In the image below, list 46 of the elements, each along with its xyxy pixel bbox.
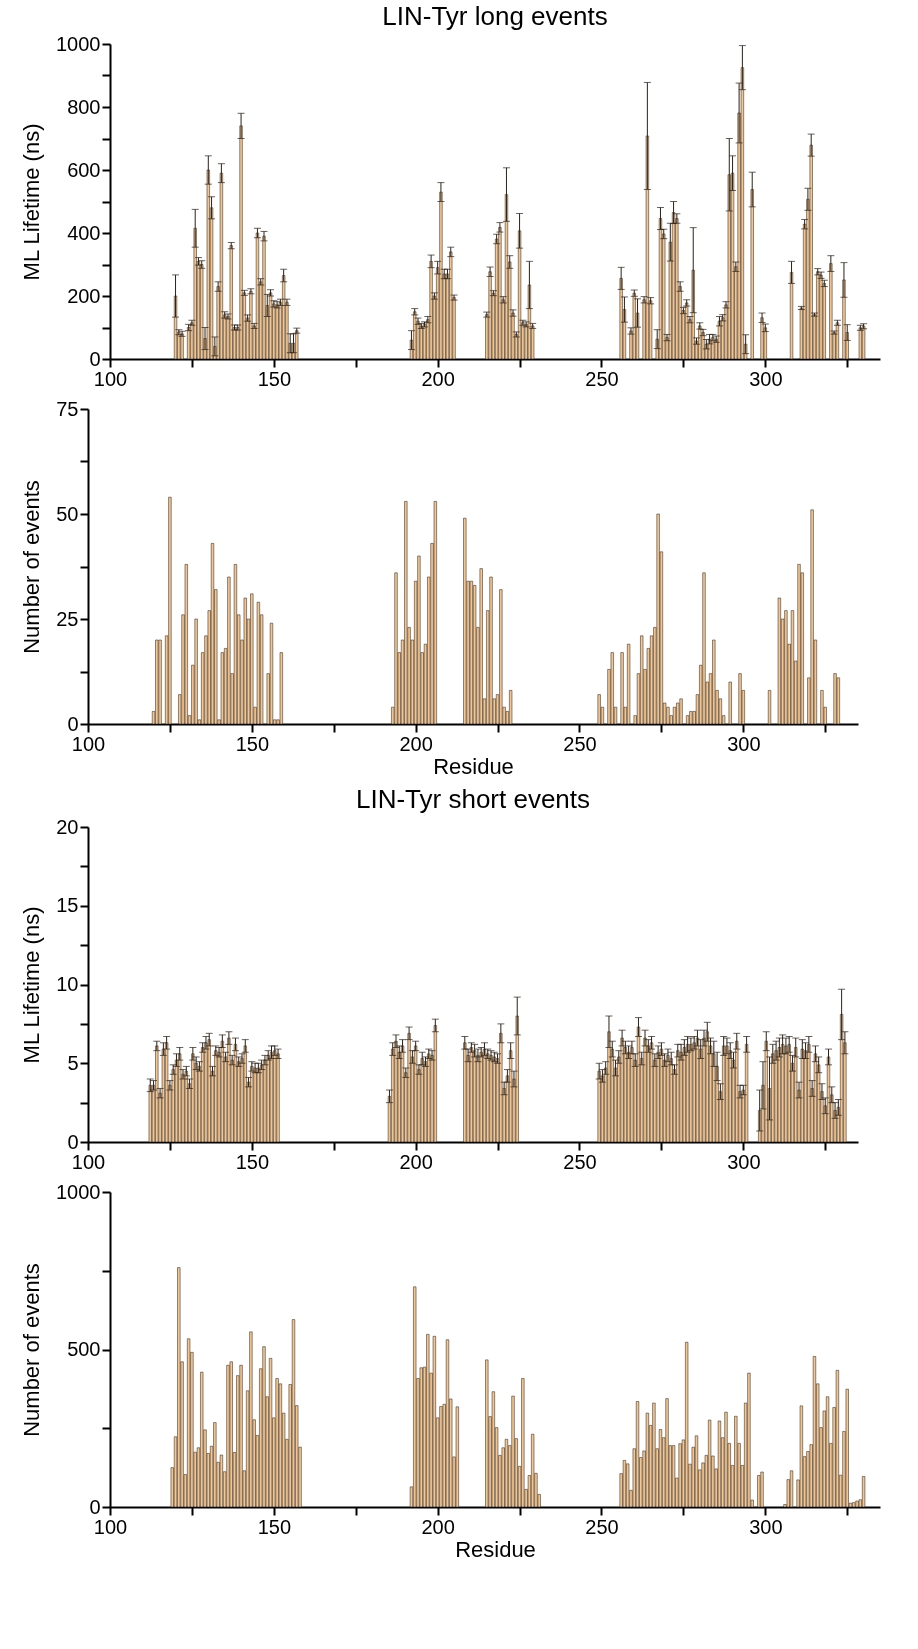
y-tick-label: 800 [67, 95, 101, 118]
x-tick-label: 100 [71, 1150, 106, 1173]
y-tick-label: 10 [56, 973, 79, 995]
y-tick-label: 200 [67, 284, 101, 307]
y-axis-title: Number of events [19, 1263, 45, 1437]
x-tick-label: 300 [749, 367, 783, 390]
y-tick-label: 1000 [56, 1180, 101, 1203]
y-tick-label: 500 [67, 1338, 101, 1360]
y-tick-label: 5 [67, 1051, 79, 1074]
y-tick-label: 20 [56, 815, 79, 838]
x-tick-label: 100 [93, 1515, 128, 1538]
y-tick-label: 0 [89, 1495, 101, 1518]
y-tick-label: 75 [56, 397, 79, 420]
chart-title: LIN-Tyr long events [382, 1, 608, 31]
y-tick-label: 1000 [56, 32, 101, 55]
x-tick-label: 200 [421, 367, 455, 390]
x-tick-label: 150 [257, 1515, 292, 1538]
y-axis-title: Number of events [19, 480, 45, 654]
x-axis-title: Residue [433, 753, 514, 779]
y-tick-label: 15 [56, 894, 79, 917]
x-tick-label: 150 [257, 367, 292, 390]
x-tick-label: 200 [421, 1515, 455, 1538]
x-tick-label: 300 [727, 1150, 761, 1173]
y-tick-label: 600 [67, 158, 101, 181]
x-tick-label: 250 [563, 1150, 597, 1173]
y-tick-label: 0 [67, 712, 79, 735]
x-tick-label: 100 [71, 732, 106, 755]
x-tick-label: 250 [585, 367, 619, 390]
x-tick-label: 250 [563, 732, 597, 755]
y-axis-title: ML Lifetime (ns) [19, 123, 45, 281]
x-tick-label: 200 [399, 1150, 433, 1173]
y-axis-title: ML Lifetime (ns) [19, 906, 45, 1064]
y-tick-label: 0 [89, 347, 101, 370]
x-tick-label: 300 [749, 1515, 783, 1538]
x-axis-title: Residue [455, 1536, 536, 1562]
x-tick-label: 250 [585, 1515, 619, 1538]
chart-title: LIN-Tyr short events [355, 784, 591, 814]
x-tick-label: 100 [93, 367, 128, 390]
y-tick-label: 400 [67, 221, 101, 244]
y-tick-label: 50 [56, 502, 79, 525]
x-tick-label: 300 [727, 732, 761, 755]
x-tick-label: 150 [235, 1150, 270, 1173]
y-tick-label: 25 [56, 607, 79, 630]
x-tick-label: 200 [399, 732, 433, 755]
y-tick-label: 0 [67, 1130, 79, 1153]
x-tick-label: 150 [235, 732, 270, 755]
